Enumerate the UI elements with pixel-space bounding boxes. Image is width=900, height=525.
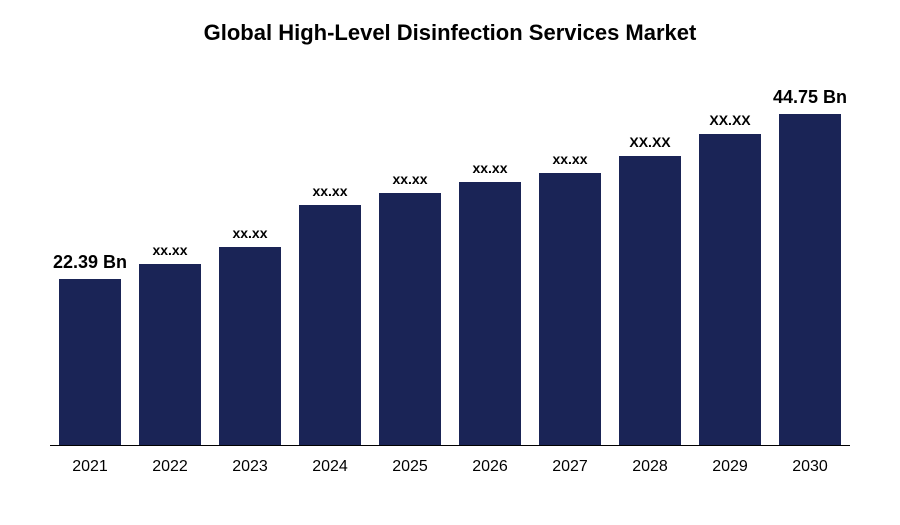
bar-group: XX.XX xyxy=(610,156,690,445)
bar xyxy=(299,205,361,446)
bar-group: xx.xx xyxy=(370,193,450,445)
bar xyxy=(539,173,601,445)
x-axis-label: 2024 xyxy=(290,458,370,476)
x-axis-label: 2027 xyxy=(530,458,610,476)
chart-title: Global High-Level Disinfection Services … xyxy=(30,20,870,46)
bar-value-label: xx.xx xyxy=(552,151,587,167)
bar xyxy=(59,279,121,445)
x-axis-label: 2025 xyxy=(370,458,450,476)
bar-group: XX.XX xyxy=(690,134,770,445)
bar-value-label: 44.75 Bn xyxy=(773,87,847,108)
chart-area: 22.39 Bn xx.xx xx.xx xx.xx xx.xx xx.xx x… xyxy=(50,76,850,476)
bar xyxy=(379,193,441,445)
bar-group: 22.39 Bn xyxy=(50,279,130,445)
bar-group: xx.xx xyxy=(530,173,610,445)
x-axis-label: 2022 xyxy=(130,458,210,476)
bar-value-label: xx.xx xyxy=(392,171,427,187)
x-axis-label: 2028 xyxy=(610,458,690,476)
bar xyxy=(779,114,841,445)
bar-value-label: XX.XX xyxy=(709,112,750,128)
bar-value-label: XX.XX xyxy=(629,134,670,150)
bar xyxy=(619,156,681,445)
bar-group: 44.75 Bn xyxy=(770,114,850,445)
bars-container: 22.39 Bn xx.xx xx.xx xx.xx xx.xx xx.xx x… xyxy=(50,76,850,446)
bar-value-label: xx.xx xyxy=(232,225,267,241)
bar-group: xx.xx xyxy=(210,247,290,445)
bar-value-label: xx.xx xyxy=(312,183,347,199)
bar-value-label: xx.xx xyxy=(152,242,187,258)
bar-value-label: 22.39 Bn xyxy=(53,252,127,273)
bar xyxy=(219,247,281,445)
x-axis-label: 2026 xyxy=(450,458,530,476)
bar xyxy=(139,264,201,445)
bar xyxy=(699,134,761,445)
x-axis-label: 2030 xyxy=(770,458,850,476)
x-axis-label: 2021 xyxy=(50,458,130,476)
x-axis-label: 2023 xyxy=(210,458,290,476)
bar-group: xx.xx xyxy=(290,205,370,446)
bar-group: xx.xx xyxy=(130,264,210,445)
bar xyxy=(459,182,521,445)
x-axis: 2021 2022 2023 2024 2025 2026 2027 2028 … xyxy=(50,458,850,476)
bar-group: xx.xx xyxy=(450,182,530,445)
x-axis-label: 2029 xyxy=(690,458,770,476)
bar-value-label: xx.xx xyxy=(472,160,507,176)
